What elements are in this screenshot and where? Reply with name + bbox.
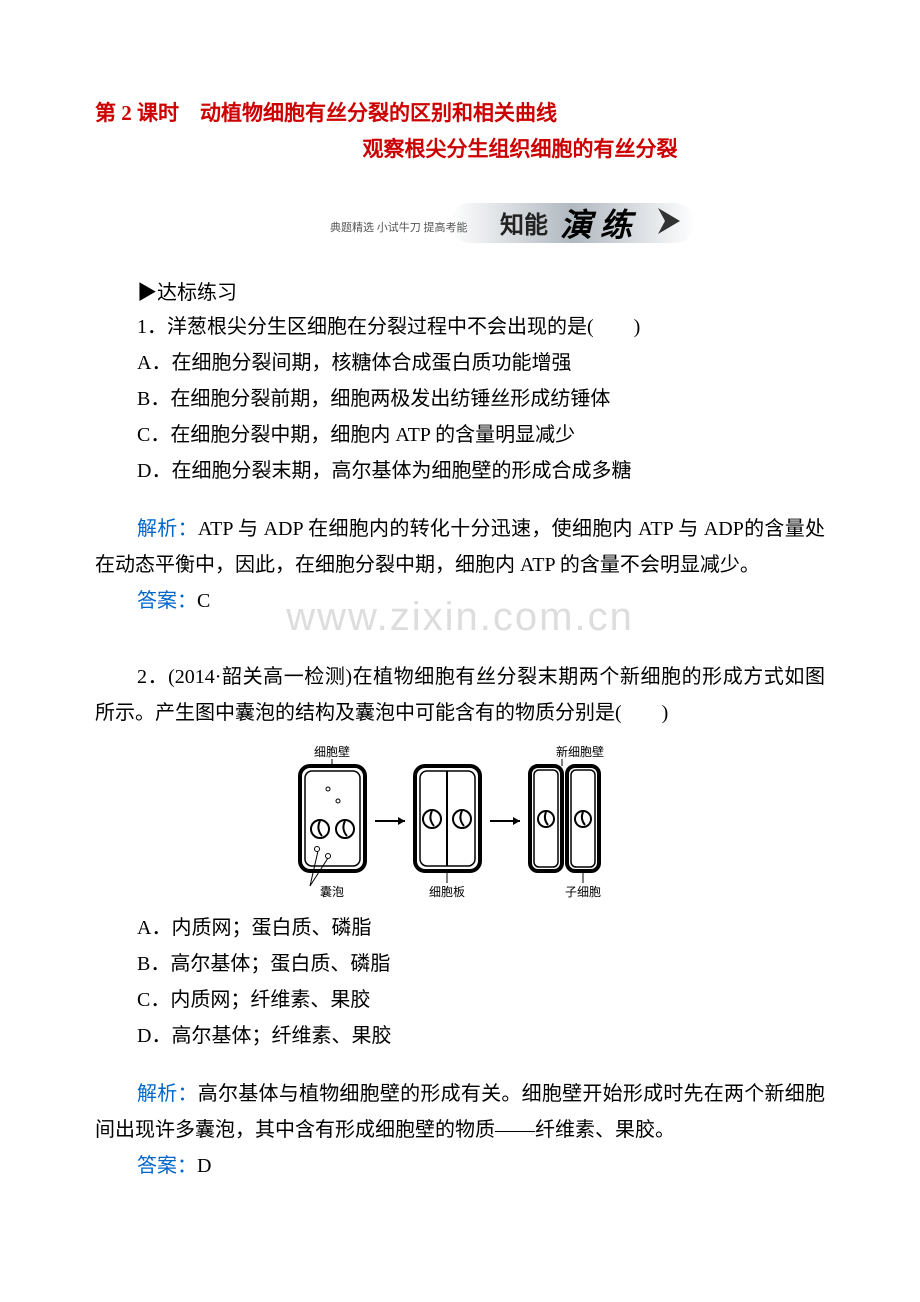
label-cell-plate: 细胞板 [429,885,465,899]
q1-option-d: D．在细胞分裂末期，高尔基体为细胞壁的形成合成多糖 [95,453,825,489]
q2-stem: 2．(2014·韶关高一检测)在植物细胞有丝分裂末期两个新细胞的形成方式如图所示… [95,659,825,731]
cell-division-diagram: 细胞壁 囊泡 [260,741,660,901]
q1-explanation: 解析：ATP 与 ADP 在细胞内的转化十分迅速，使细胞内 ATP 与 ADP的… [95,511,825,583]
q1-answer: 答案：C [95,583,825,619]
q1-explanation-text: ATP 与 ADP 在细胞内的转化十分迅速，使细胞内 ATP 与 ADP的含量处… [95,518,825,576]
q1-option-b: B．在细胞分裂前期，细胞两极发出纺锤丝形成纺锤体 [95,381,825,417]
q2-option-a: A．内质网；蛋白质、磷脂 [95,910,825,946]
q2-answer: 答案：D [95,1148,825,1184]
banner-text-2: 演 练 [560,207,637,243]
q2-option-c: C．内质网；纤维素、果胶 [95,982,825,1018]
label-cell-wall: 细胞壁 [314,744,350,759]
q2-option-d: D．高尔基体；纤维素、果胶 [95,1018,825,1054]
q1-answer-value: C [197,590,210,612]
question-2: 2．(2014·韶关高一检测)在植物细胞有丝分裂末期两个新细胞的形成方式如图所示… [95,659,825,1184]
section-banner: 典题精选 小试牛刀 提高考能 知能 演 练 [95,193,825,258]
q1-stem: 1．洋葱根尖分生区细胞在分裂过程中不会出现的是( ) [95,309,825,345]
title-line-2: 观察根尖分生组织细胞的有丝分裂 [95,133,825,163]
q2-answer-value: D [197,1155,211,1177]
title-text-1: 动植物细胞有丝分裂的区别和相关曲线 [200,101,557,125]
q2-option-b: B．高尔基体；蛋白质、磷脂 [95,946,825,982]
label-daughter-cell: 子细胞 [565,885,601,899]
banner-text-1: 知能 [500,211,548,239]
question-1: 1．洋葱根尖分生区细胞在分裂过程中不会出现的是( ) A．在细胞分裂间期，核糖体… [95,309,825,619]
banner-svg: 典题精选 小试牛刀 提高考能 知能 演 练 [220,193,700,253]
q2-explanation: 解析：高尔基体与植物细胞壁的形成有关。细胞壁开始形成时先在两个新细胞间出现许多囊… [95,1076,825,1148]
q2-explanation-text: 高尔基体与植物细胞壁的形成有关。细胞壁开始形成时先在两个新细胞间出现许多囊泡，其… [95,1083,825,1141]
q2-explanation-label: 解析： [137,1083,198,1105]
practice-section-header: ▶达标练习 [137,276,825,305]
banner-small-text: 典题精选 小试牛刀 提高考能 [330,220,468,234]
q1-explanation-label: 解析： [137,518,198,540]
q1-answer-label: 答案： [137,590,197,612]
label-new-cell-wall: 新细胞壁 [556,744,604,759]
label-vesicle: 囊泡 [320,884,344,899]
lesson-number: 第 2 课时 [95,101,179,125]
q1-option-a: A．在细胞分裂间期，核糖体合成蛋白质功能增强 [95,345,825,381]
q2-answer-label: 答案： [137,1155,197,1177]
title-line-1: 第 2 课时 动植物细胞有丝分裂的区别和相关曲线 [95,95,825,133]
q1-option-c: C．在细胞分裂中期，细胞内 ATP 的含量明显减少 [95,417,825,453]
q2-diagram: 细胞壁 囊泡 [95,741,825,906]
